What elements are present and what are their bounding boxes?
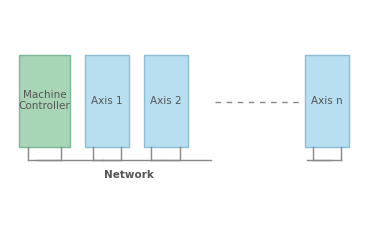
FancyBboxPatch shape xyxy=(144,55,188,147)
FancyBboxPatch shape xyxy=(85,55,129,147)
Text: Axis 1: Axis 1 xyxy=(91,96,123,106)
Text: Axis n: Axis n xyxy=(311,96,343,106)
Text: Axis 2: Axis 2 xyxy=(150,96,182,106)
Text: Machine
Controller: Machine Controller xyxy=(19,90,70,111)
FancyBboxPatch shape xyxy=(19,55,70,147)
Text: Network: Network xyxy=(104,170,154,180)
FancyBboxPatch shape xyxy=(305,55,349,147)
